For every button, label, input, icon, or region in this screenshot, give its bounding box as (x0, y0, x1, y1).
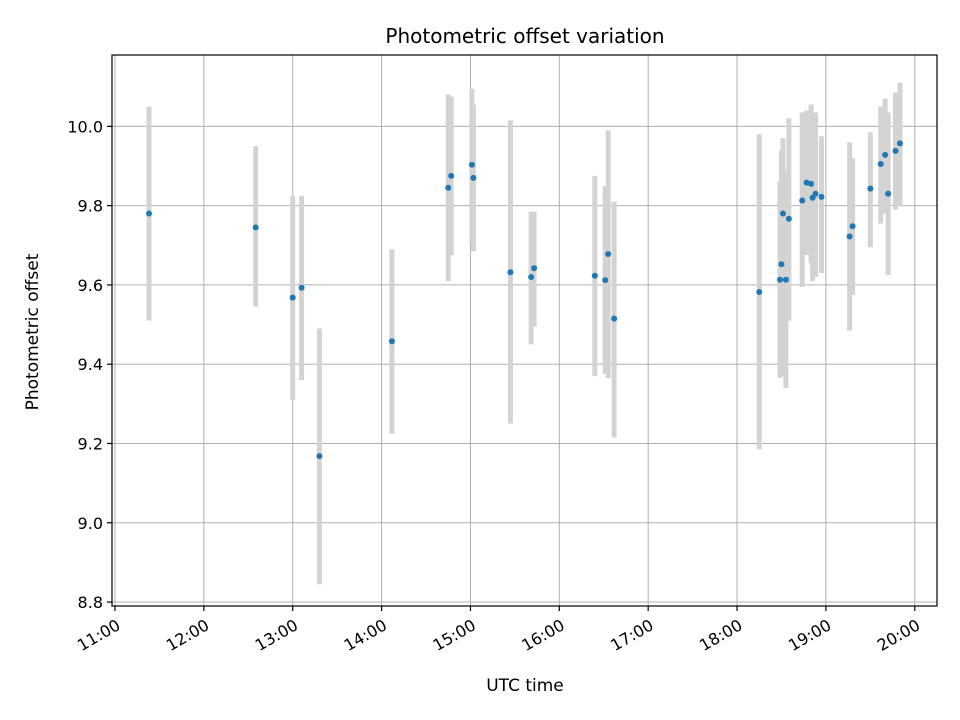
plot-frame (111, 54, 938, 607)
data-point (846, 233, 853, 240)
data-point (778, 261, 785, 268)
data-point (507, 269, 514, 276)
data-point (782, 276, 789, 283)
y-tick-label: 10.0 (67, 117, 103, 136)
y-tick-label: 9.8 (78, 197, 103, 216)
data-point (776, 276, 783, 283)
y-tick-label: 8.8 (78, 593, 103, 612)
y-tick-label: 9.4 (78, 355, 103, 374)
data-point (808, 180, 815, 187)
data-point (896, 140, 903, 147)
data-point (316, 453, 323, 460)
data-point (531, 265, 538, 272)
x-axis-title: UTC time (486, 676, 564, 696)
data-point (605, 250, 612, 257)
data-point (892, 147, 899, 154)
data-point (470, 174, 477, 181)
data-point (885, 190, 892, 197)
data-points (146, 140, 903, 460)
data-point (298, 284, 305, 291)
y-tick-label: 9.6 (78, 276, 103, 295)
data-point (468, 161, 475, 168)
chart-title: Photometric offset variation (385, 24, 664, 48)
data-point (388, 338, 395, 345)
data-point (785, 215, 792, 222)
data-point (611, 315, 618, 322)
data-point (867, 185, 874, 192)
y-tick-label: 9.2 (78, 434, 103, 453)
grid (112, 55, 937, 606)
data-point (818, 193, 825, 200)
data-point (756, 289, 763, 296)
data-point (799, 197, 806, 204)
data-point (445, 184, 452, 191)
data-point (779, 210, 786, 217)
data-point (602, 277, 609, 284)
data-point (146, 210, 153, 217)
y-axis-title: Photometric offset (23, 253, 43, 410)
data-point (812, 190, 819, 197)
y-tick-label: 9.0 (78, 514, 103, 533)
data-point (252, 224, 259, 231)
data-point (528, 273, 535, 280)
data-point (849, 223, 856, 230)
data-point (877, 161, 884, 168)
data-point (882, 151, 889, 158)
data-point (448, 172, 455, 179)
y-axis-ticks: 8.8 9.0 9.2 9.4 9.6 9.8 10.0 (67, 117, 112, 612)
data-point (289, 294, 296, 301)
data-point (591, 272, 598, 279)
